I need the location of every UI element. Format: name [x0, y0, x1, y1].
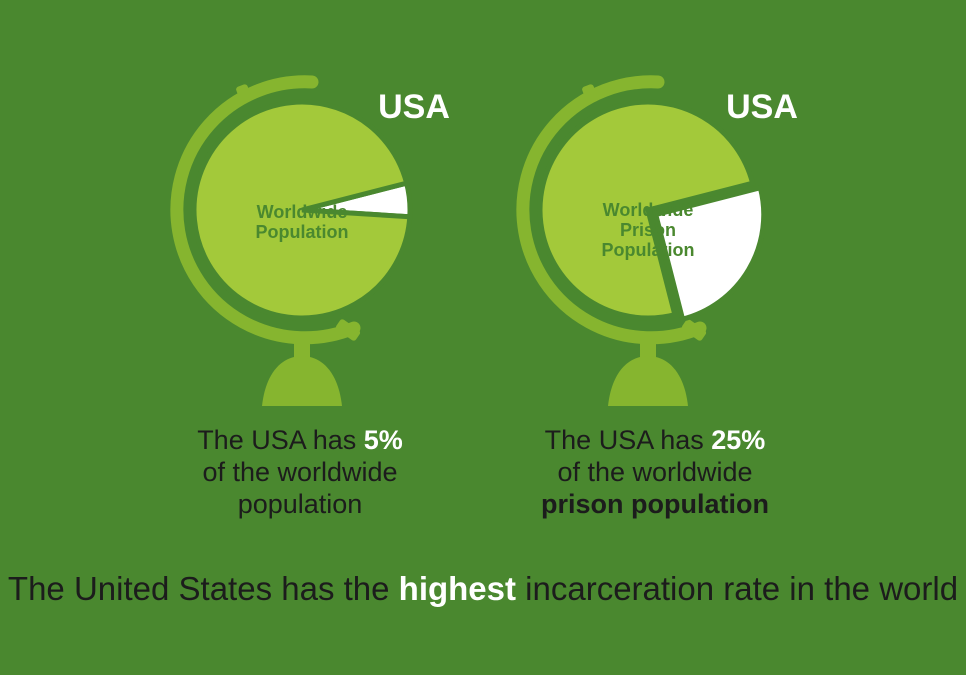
footer-statement: The United States has the highest incarc…	[0, 570, 966, 608]
caption-line1-text: The USA has	[544, 425, 712, 455]
globe-bottom-pin	[681, 319, 707, 341]
caption-percent: 25%	[711, 425, 766, 455]
pie-center-label-line: Prison	[620, 220, 676, 240]
pie-center-label-line: Population	[256, 222, 349, 242]
pie-center-label-line: Population	[602, 240, 695, 260]
globe-top-pin	[582, 84, 598, 104]
caption-line3: population	[237, 489, 363, 519]
pie-label-usa: USA	[726, 88, 798, 126]
pie-center-label-line: Worldwide	[603, 200, 694, 220]
globe-stem	[640, 334, 656, 360]
caption-prison-population: The USA has 25% of the worldwide prison …	[500, 424, 810, 520]
caption-population: The USA has 5% of the worldwide populati…	[150, 424, 450, 520]
pie-slice-rest	[537, 99, 756, 321]
globe-base	[608, 356, 688, 406]
globe-bottom-pin	[335, 319, 361, 341]
globe-base	[262, 356, 342, 406]
footer-pre: The United States has the	[7, 570, 399, 607]
globe-top-pin	[236, 84, 252, 104]
footer-highlight: highest	[398, 570, 516, 607]
caption-line3: prison population	[541, 489, 769, 519]
pie-slice-rest	[191, 99, 413, 321]
caption-line1-text: The USA has	[197, 425, 364, 455]
caption-line2: of the worldwide	[202, 457, 398, 487]
footer-post: incarceration rate in the world	[516, 570, 959, 607]
pie-center-label-line: Worldwide	[257, 202, 348, 222]
pie-label-usa: USA	[378, 88, 450, 126]
pie-slice-usa	[652, 184, 767, 323]
caption-line2: of the worldwide	[557, 457, 753, 487]
caption-percent: 5%	[363, 425, 403, 455]
globe-stem	[294, 334, 310, 360]
